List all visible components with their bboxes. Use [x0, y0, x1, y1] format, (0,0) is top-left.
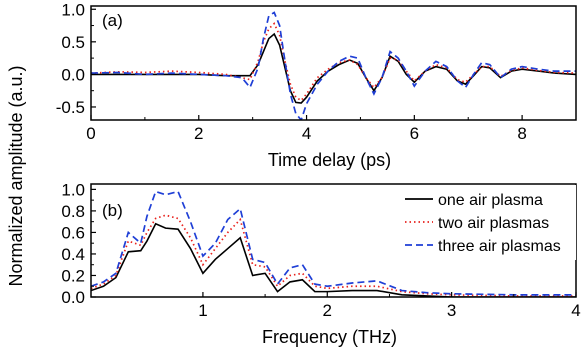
series-line-one-air-plasma — [91, 32, 576, 104]
x-tick-label: 6 — [410, 124, 419, 143]
series-line-two-air-plasmas — [91, 214, 576, 297]
panel-b: 1 2 3 4 0.0 0.2 0.4 0.6 0.8 1.0 Frequency (THz) (b)… — [61, 180, 580, 347]
y-tick-label: 0.0 — [61, 288, 85, 307]
legend: one air plasma two air plasmas three air p… — [396, 185, 576, 260]
panel-label: (a) — [102, 11, 123, 30]
y-axis-title: Normalized amplitude (a.u.) — [6, 65, 26, 286]
y-tick-label: 0.0 — [61, 65, 85, 84]
series-line-three-air-plasmas — [91, 190, 576, 296]
legend-entry: one air plasma — [438, 192, 543, 209]
series-line-three-air-plasmas — [91, 11, 576, 120]
y-tick-label: 0.8 — [61, 202, 85, 221]
x-tick-label: 8 — [517, 124, 526, 143]
y-tick-label: 1.0 — [61, 180, 85, 199]
x-tick-label: 2 — [194, 124, 203, 143]
x-tick-label: 4 — [571, 301, 580, 320]
x-tick-label: 4 — [302, 124, 311, 143]
x-tick-label: 0 — [86, 124, 95, 143]
y-tick-label: 0.2 — [61, 266, 85, 285]
y-tick-label: -0.5 — [56, 98, 85, 117]
panel-label: (b) — [102, 201, 123, 220]
series-line-one-air-plasma — [91, 222, 576, 297]
y-tick-label: 1.0 — [61, 0, 85, 19]
x-tick-label: 3 — [447, 301, 456, 320]
x-axis-title: Time delay (ps) — [268, 150, 391, 170]
panel-a: 0 2 4 6 8 -0.5 0.0 0.5 1.0 Time delay (ps) (a) — [56, 0, 577, 170]
x-axis-title: Frequency (THz) — [262, 327, 397, 347]
x-tick-label: 1 — [198, 301, 207, 320]
legend-background — [396, 185, 576, 260]
legend-entry: two air plasmas — [438, 215, 549, 232]
y-tick-label: 0.6 — [61, 223, 85, 242]
legend-entry: three air plasmas — [438, 238, 561, 255]
plot-frame — [90, 5, 577, 121]
y-tick-label: 0.4 — [61, 245, 85, 264]
y-tick-label: 0.5 — [61, 33, 85, 52]
x-tick-label: 2 — [323, 301, 332, 320]
series-line-two-air-plasmas — [91, 22, 576, 102]
